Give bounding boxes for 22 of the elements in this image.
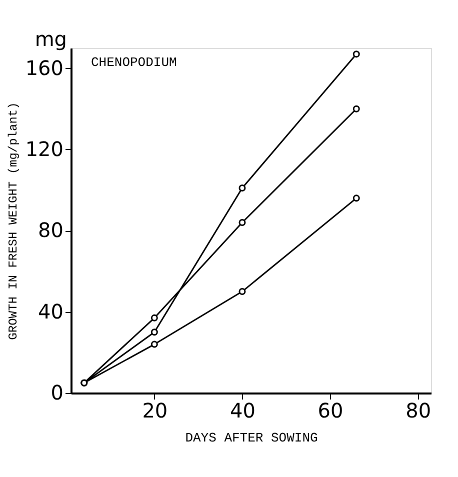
y-tick-label: 40 xyxy=(38,299,64,324)
point xyxy=(352,50,360,58)
y-tick-label: 160 xyxy=(25,56,64,80)
y-tick-label: 0 xyxy=(50,380,64,404)
point xyxy=(150,340,158,348)
y-tick-label: 80 xyxy=(38,218,64,242)
point xyxy=(238,219,246,226)
point xyxy=(150,314,158,322)
x-tick-label: 80 xyxy=(406,398,432,422)
point xyxy=(238,184,246,192)
point xyxy=(352,194,360,202)
point xyxy=(150,328,158,336)
y-tick-label: 120 xyxy=(25,136,64,161)
point xyxy=(352,105,360,112)
x-tick-label: 40 xyxy=(230,398,256,422)
y-axis-title: GROWTH IN FRESH WEIGHT (mg/plant) xyxy=(6,102,20,340)
x-axis-title: DAYS AFTER SOWING xyxy=(185,430,318,446)
x-tick-label: 60 xyxy=(318,398,344,422)
text: CHENOPODIUM xyxy=(91,55,177,70)
x-tick-label: 20 xyxy=(142,398,168,422)
text: mg xyxy=(34,27,67,51)
point xyxy=(238,288,246,296)
